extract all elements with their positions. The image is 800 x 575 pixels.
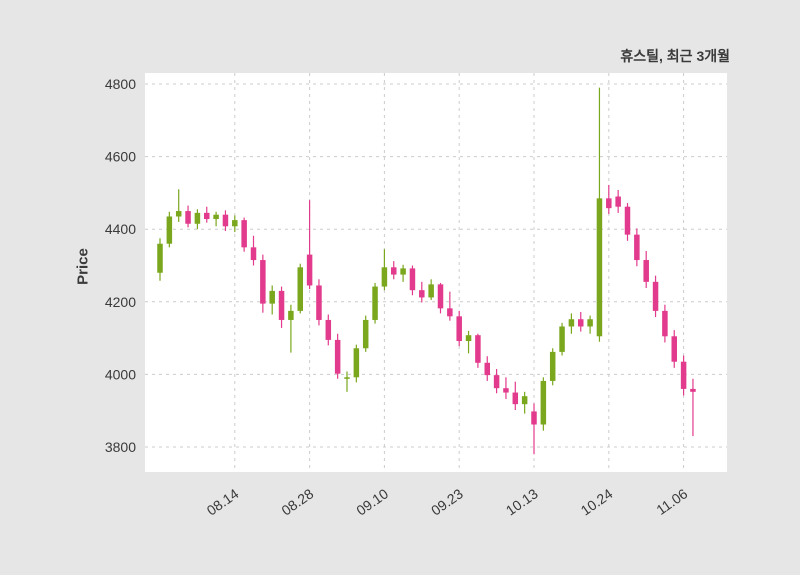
candle-body	[409, 268, 416, 291]
candle-body	[185, 211, 191, 224]
candle-body	[194, 212, 201, 224]
candle-body	[531, 411, 537, 425]
candle-body	[428, 284, 434, 298]
candle-body	[353, 348, 360, 378]
candle-body	[578, 319, 584, 327]
candle-body	[493, 375, 500, 389]
candle-body	[288, 310, 294, 320]
candle-body	[503, 388, 509, 393]
x-tick-label: 09.23	[428, 485, 466, 518]
candle-body	[344, 377, 350, 379]
candle-body	[325, 319, 332, 340]
y-tick-label: 4600	[105, 149, 136, 165]
y-tick-label: 4200	[105, 294, 136, 310]
x-tick-label: 10.13	[503, 485, 541, 518]
candle-body	[549, 351, 556, 381]
y-axis-label: Price	[74, 248, 92, 285]
candle-body	[559, 326, 565, 352]
y-tick-label: 4000	[105, 366, 136, 382]
candle-body	[372, 286, 378, 320]
candle-body	[634, 234, 640, 261]
candle-body	[587, 319, 593, 327]
candle-body	[306, 254, 313, 286]
x-tick-label: 10.24	[578, 485, 616, 518]
candle-body	[213, 214, 219, 220]
candle-body	[222, 214, 229, 227]
candle-body	[269, 290, 275, 304]
y-tick-label: 4400	[105, 221, 136, 237]
candle-body	[316, 285, 322, 320]
candle-body	[157, 243, 163, 273]
candle-body	[540, 380, 547, 425]
candle-body	[175, 211, 182, 217]
candle-body	[362, 319, 369, 349]
candle-body	[232, 220, 238, 227]
candle-body	[624, 206, 631, 235]
candle-body	[680, 361, 687, 389]
candle-body	[606, 198, 612, 209]
candle-body	[521, 396, 528, 405]
candle-body	[652, 281, 659, 311]
candle-body	[260, 260, 266, 304]
chart-title: 휴스틸, 최근 3개월	[620, 48, 730, 64]
candle-body	[568, 319, 575, 327]
candle-body	[671, 336, 677, 362]
candle-body	[241, 220, 247, 248]
candle-body	[465, 335, 472, 342]
candle-body	[596, 198, 603, 337]
candle-body	[204, 212, 210, 220]
candle-body	[334, 339, 341, 374]
y-tick-label: 3800	[105, 439, 136, 455]
candle-body	[297, 267, 303, 311]
candle-body	[400, 268, 406, 275]
plot-background	[145, 73, 727, 472]
candle-body	[250, 247, 257, 261]
candle-body	[278, 290, 285, 320]
candle-body	[456, 316, 462, 342]
candle-body	[381, 267, 388, 287]
candle-body	[419, 290, 425, 298]
candle-body	[484, 362, 490, 376]
candle-body	[512, 392, 519, 405]
x-tick-label: 09.10	[353, 485, 391, 518]
candle-body	[166, 216, 173, 244]
candle-body	[615, 196, 621, 207]
candle-body	[662, 310, 668, 337]
candle-body	[643, 260, 649, 282]
x-tick-label: 08.28	[278, 485, 316, 518]
candle-body	[447, 308, 453, 317]
candle-body	[391, 267, 397, 275]
y-tick-label: 4800	[105, 76, 136, 92]
x-tick-label: 08.14	[204, 485, 242, 518]
candle-body	[437, 284, 444, 309]
candle-body	[475, 335, 481, 363]
candle-body	[690, 388, 696, 392]
x-tick-label: 11.06	[653, 485, 690, 518]
